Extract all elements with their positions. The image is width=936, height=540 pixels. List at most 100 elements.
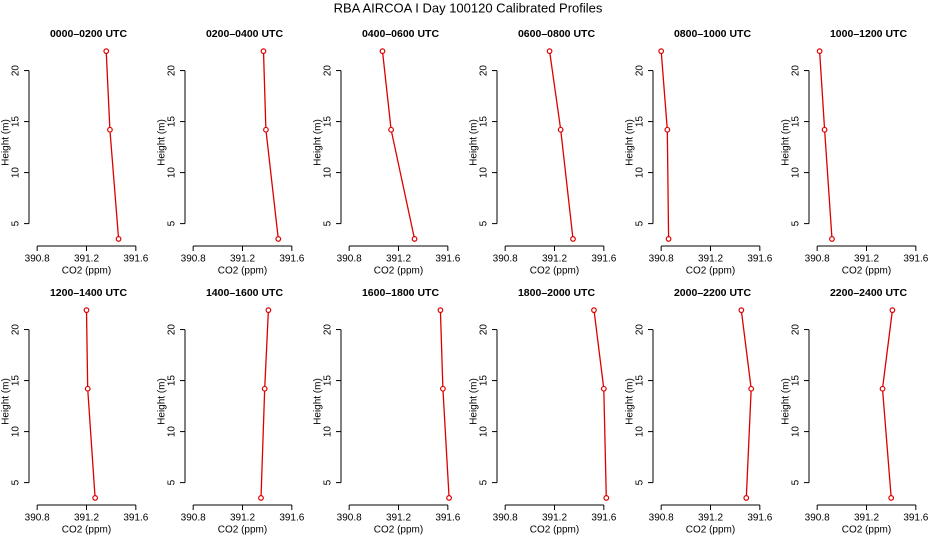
profile-point — [260, 48, 267, 55]
x-tick-label: 390.8 — [337, 513, 362, 524]
x-tick-label: 390.8 — [337, 254, 362, 265]
y-tick-label: 10 — [791, 426, 802, 438]
x-tick-label: 391.2 — [74, 513, 99, 524]
x-tick-label: 391.2 — [854, 513, 879, 524]
x-tick-label: 391.2 — [386, 254, 411, 265]
profile-point — [83, 307, 90, 314]
y-tick-label: 15 — [11, 116, 22, 128]
x-tick-label: 391.6 — [435, 513, 460, 524]
y-tick-label: 5 — [479, 479, 490, 485]
profile-point — [888, 495, 895, 501]
profile-line — [881, 310, 894, 498]
y-tick-label: 5 — [167, 479, 178, 485]
profile-point — [261, 385, 268, 392]
y-tick-label: 15 — [323, 375, 334, 387]
profile-point — [115, 236, 122, 242]
y-tick-label: 10 — [11, 167, 22, 179]
profile-point — [107, 126, 113, 133]
x-axis-label: CO2 (ppm) — [218, 266, 267, 277]
profile-point — [821, 126, 828, 133]
profile-point — [437, 307, 444, 314]
profile-line — [85, 310, 96, 498]
y-tick-label: 5 — [635, 479, 646, 485]
y-tick-label: 15 — [11, 375, 22, 387]
x-axis-label: CO2 (ppm) — [686, 266, 735, 277]
y-axis-label: Height (m) — [157, 119, 168, 166]
x-tick-label: 390.8 — [805, 254, 830, 265]
x-tick-label: 390.8 — [805, 513, 830, 524]
x-tick-label: 390.8 — [25, 513, 50, 524]
x-tick-label: 391.6 — [279, 254, 304, 265]
y-tick-label: 10 — [479, 426, 490, 438]
x-tick-label: 391.2 — [542, 513, 567, 524]
y-tick-label: 5 — [323, 220, 334, 226]
profile-line — [381, 51, 416, 240]
x-tick-label: 390.8 — [181, 254, 206, 265]
profile-point — [748, 385, 755, 392]
x-tick-label: 391.2 — [230, 513, 255, 524]
profile-line — [260, 310, 270, 498]
x-axis-label: CO2 (ppm) — [62, 525, 111, 536]
profile-point — [829, 236, 835, 242]
y-tick-label: 20 — [479, 65, 490, 77]
profile-line — [818, 51, 833, 239]
y-axis-label: Height (m) — [781, 378, 792, 425]
y-axis-label: Height (m) — [313, 119, 324, 166]
profile-point — [603, 495, 610, 501]
profile-point — [440, 385, 446, 392]
panel-title: 0600–0800 UTC — [518, 28, 595, 40]
y-tick-label: 15 — [635, 116, 646, 128]
x-tick-label: 391.2 — [74, 254, 99, 265]
y-axis-label: Height (m) — [1, 378, 12, 425]
y-tick-label: 15 — [791, 116, 802, 128]
profile-line — [548, 51, 574, 239]
y-tick-label: 5 — [635, 220, 646, 226]
y-tick-label: 5 — [791, 220, 802, 226]
x-tick-label: 391.2 — [542, 254, 567, 265]
x-tick-label: 391.6 — [279, 513, 304, 524]
x-tick-label: 391.6 — [123, 254, 148, 265]
x-tick-label: 391.6 — [747, 513, 772, 524]
panel-title: 0400–0600 UTC — [362, 28, 439, 40]
y-axis-label: Height (m) — [469, 378, 480, 425]
y-tick-label: 20 — [479, 324, 490, 336]
panel-title: 1000–1200 UTC — [830, 28, 907, 40]
panel-title: 0000–0200 UTC — [50, 28, 127, 40]
y-axis-label: Height (m) — [469, 119, 480, 166]
profile-point — [411, 236, 418, 242]
page-title: RBA AIRCOA I Day 100120 Calibrated Profi… — [334, 0, 603, 15]
panel-title: 1600–1800 UTC — [362, 287, 439, 299]
profile-line — [105, 51, 120, 239]
y-axis-label: Height (m) — [625, 119, 636, 166]
y-axis-label: Height (m) — [781, 119, 792, 166]
y-tick-label: 15 — [167, 375, 178, 387]
y-tick-label: 20 — [323, 324, 334, 336]
y-tick-label: 20 — [635, 65, 646, 77]
y-tick-label: 10 — [635, 167, 646, 179]
y-tick-label: 5 — [11, 479, 22, 485]
x-axis-label: CO2 (ppm) — [842, 266, 891, 277]
profile-point — [258, 495, 264, 501]
y-tick-label: 15 — [167, 116, 178, 128]
x-tick-label: 391.2 — [386, 513, 411, 524]
y-tick-label: 15 — [791, 375, 802, 387]
y-tick-label: 10 — [167, 426, 178, 438]
x-tick-label: 391.6 — [123, 513, 148, 524]
y-axis-label: Height (m) — [157, 378, 168, 425]
panel-title: 1200–1400 UTC — [50, 287, 127, 299]
profile-point — [557, 126, 564, 133]
profile-line — [593, 310, 607, 498]
y-tick-label: 10 — [791, 167, 802, 179]
profile-point — [665, 236, 672, 242]
profile-point — [743, 495, 750, 501]
y-tick-label: 10 — [11, 426, 22, 438]
profile-point — [92, 495, 99, 501]
profile-point — [600, 385, 607, 392]
y-tick-label: 15 — [479, 116, 490, 128]
y-tick-label: 20 — [635, 324, 646, 336]
x-tick-label: 390.8 — [181, 513, 206, 524]
profile-point — [103, 48, 110, 55]
y-tick-label: 5 — [323, 479, 334, 485]
y-tick-label: 20 — [11, 65, 22, 77]
